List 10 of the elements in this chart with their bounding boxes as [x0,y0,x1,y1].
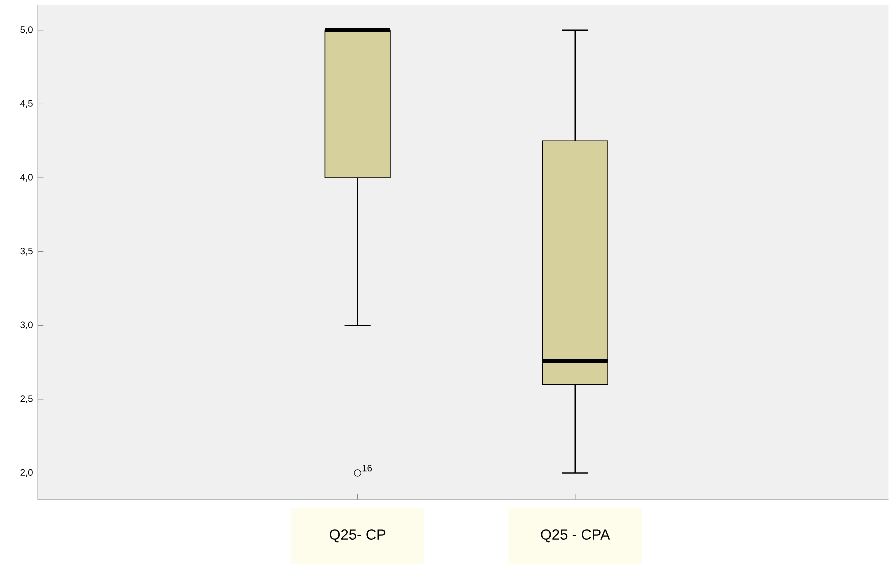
annotation: 16 [362,465,372,472]
y-tick-label: 4,0 [20,174,33,182]
y-tick-label: 3,0 [20,322,33,330]
y-tick-label: 2,5 [20,396,33,404]
y-tick-label: 3,5 [20,248,33,256]
y-tick-label: 5,0 [20,26,33,34]
x-tick-label: Q25 - CPA [541,530,610,543]
y-tick-label: 2,0 [20,470,33,478]
x-tick-label: Q25- CP [330,530,386,543]
y-tick-label: 4,5 [20,100,33,108]
